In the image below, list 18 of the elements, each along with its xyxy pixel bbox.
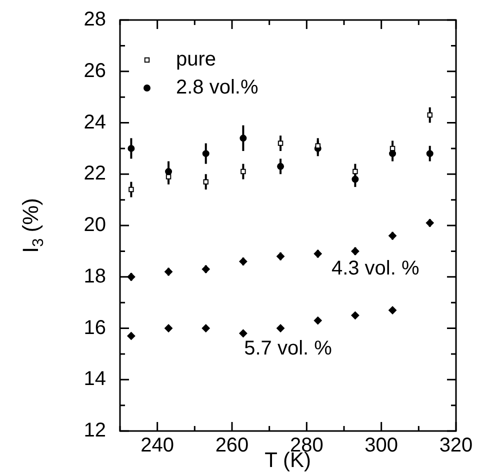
x-tick-label: 300 bbox=[364, 434, 398, 457]
y-tick-label: 24 bbox=[84, 111, 106, 134]
x-tick-label: 240 bbox=[140, 434, 174, 457]
y-tick-label: 12 bbox=[84, 420, 106, 442]
annotation: 5.7 vol. % bbox=[244, 337, 332, 360]
annotation: 4.3 vol. % bbox=[331, 258, 420, 280]
x-tick-label: 320 bbox=[439, 434, 473, 457]
legend-label: 2.8 vol.% bbox=[176, 76, 258, 99]
y-axis-title: I3 (%) bbox=[18, 198, 47, 253]
legend-label: pure bbox=[176, 48, 216, 71]
y-tick-label: 28 bbox=[84, 8, 106, 31]
y-tick-label: 26 bbox=[84, 60, 106, 82]
y-tick-label: 20 bbox=[84, 214, 106, 236]
y-tick-label: 14 bbox=[84, 368, 106, 390]
y-tick-label: 18 bbox=[84, 265, 106, 288]
y-tick-label: 16 bbox=[84, 316, 106, 339]
x-tick-label: 260 bbox=[215, 434, 249, 457]
y-tick-label: 22 bbox=[84, 162, 106, 185]
